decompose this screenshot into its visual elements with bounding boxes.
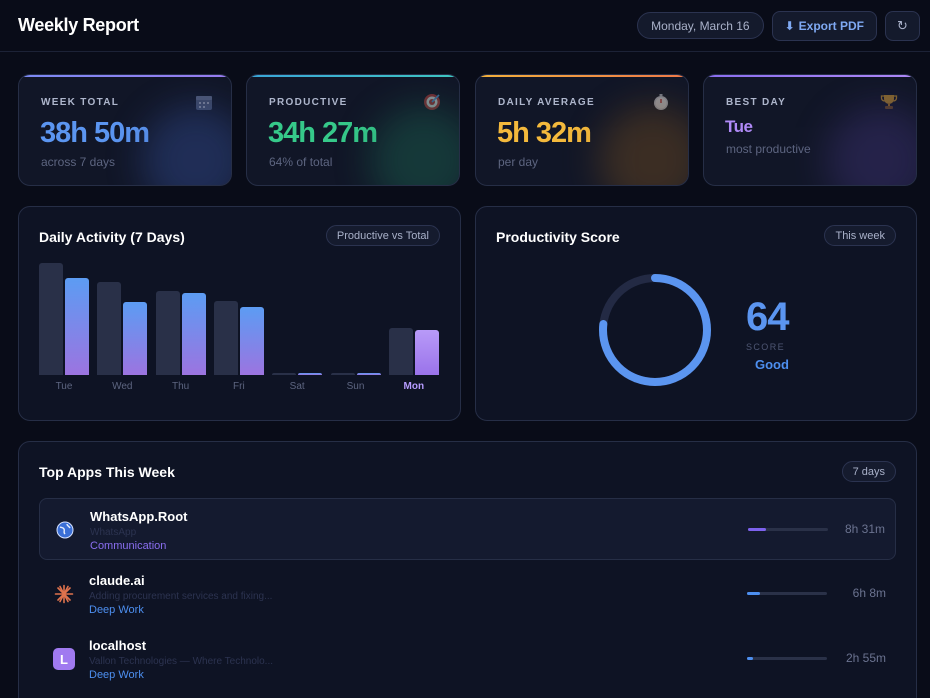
stat-card-week-total: WEEK TOTAL 38h 50m across 7 days — [18, 74, 232, 186]
export-pdf-button[interactable]: ⬇ Export PDF — [771, 10, 877, 41]
stat-card-best-day: BEST DAY Tue most productive — [703, 74, 917, 186]
app-usage-bar — [747, 592, 827, 595]
app-category: Deep Work — [89, 669, 144, 681]
stat-value: 34h 27m — [268, 117, 378, 149]
app-category: Deep Work — [89, 604, 144, 616]
trophy-icon — [880, 93, 898, 116]
stat-value: 38h 50m — [40, 117, 150, 149]
bar-productive-tue — [65, 277, 89, 375]
stat-sub: 64% of total — [269, 155, 333, 169]
app-name: WhatsApp.Root — [90, 509, 188, 524]
app-usage-fill — [747, 657, 753, 660]
bar-total-thu — [155, 291, 180, 375]
daily-activity-title: Daily Activity (7 Days) — [39, 229, 185, 245]
day-label-sun: Sun — [346, 381, 365, 392]
day-label-mon: Mon — [403, 381, 425, 392]
bar-total-tue — [39, 263, 63, 375]
score-ring-fill — [599, 274, 711, 386]
app-usage-fill — [747, 592, 760, 595]
stat-value: 5h 32m — [497, 117, 592, 149]
timer-icon — [652, 93, 670, 116]
app-name: localhost — [89, 638, 147, 653]
seven-days-pill: 7 days — [841, 461, 896, 482]
calendar-icon — [195, 93, 213, 116]
bar-total-mon — [388, 327, 413, 375]
productive-vs-total-pill: Productive vs Total — [325, 225, 440, 246]
target-icon — [423, 93, 441, 116]
refresh-icon: ↻ — [897, 17, 908, 33]
score-ring — [599, 274, 711, 386]
day-label-tue: Tue — [55, 381, 73, 392]
letter-l-icon: L — [53, 648, 75, 670]
app-desc: Vallon Technologies — Where Technolo... — [89, 656, 273, 667]
bar-productive-sun — [356, 373, 381, 375]
page-title: Weekly Report — [18, 15, 139, 35]
app-usage-fill — [748, 528, 766, 531]
day-label-thu: Thu — [171, 381, 190, 392]
app-desc: WhatsApp — [90, 527, 137, 538]
stat-label: DAILY AVERAGE — [498, 97, 595, 108]
stat-label: WEEK TOTAL — [41, 97, 120, 108]
top-apps-title: Top Apps This Week — [39, 464, 175, 480]
app-usage-bar — [747, 657, 827, 660]
claude-spark-icon — [53, 583, 75, 605]
bar-productive-wed — [123, 302, 148, 375]
score-rating: Good — [755, 357, 789, 372]
header-actions: Monday, March 16 ⬇ Export PDF ↻ — [637, 10, 920, 41]
stat-sub: most productive — [726, 142, 811, 156]
bar-total-fri — [213, 301, 238, 375]
bar-total-wed — [97, 282, 122, 375]
app-desc: Adding procurement services and fixing..… — [89, 591, 273, 602]
date-pill: Monday, March 16 — [637, 12, 764, 39]
stat-card-daily-average: DAILY AVERAGE 5h 32m per day — [475, 74, 689, 186]
bar-productive-thu — [181, 293, 206, 375]
app-category: Communication — [90, 540, 167, 552]
refresh-button[interactable]: ↻ — [885, 10, 920, 41]
stat-label: PRODUCTIVE — [269, 97, 348, 108]
bar-productive-fri — [239, 306, 264, 375]
day-label-sat: Sat — [289, 381, 305, 392]
app-usage-bar — [748, 528, 828, 531]
bar-productive-sat — [298, 373, 323, 375]
stat-card-productive: PRODUCTIVE 34h 27m 64% of total — [246, 74, 460, 186]
stat-value: Tue — [725, 117, 753, 136]
this-week-pill: This week — [824, 225, 896, 246]
app-time: 6h 8m — [852, 586, 886, 600]
app-row-whatsapp[interactable]: WhatsApp.Root WhatsApp Communication 8h … — [39, 498, 896, 560]
daily-activity-chart — [39, 259, 441, 375]
app-time: 8h 31m — [844, 522, 885, 536]
app-row-claude[interactable]: claude.ai Adding procurement services an… — [39, 563, 896, 625]
daily-activity-panel: Daily Activity (7 Days) Productive vs To… — [18, 206, 461, 421]
productivity-score-title: Productivity Score — [496, 229, 620, 245]
score-label: SCORE — [746, 342, 786, 352]
bar-productive-mon — [414, 330, 439, 375]
bar-total-sat — [272, 373, 297, 375]
globe-icon — [54, 519, 76, 541]
day-label-fri: Fri — [233, 381, 245, 392]
bar-total-sun — [330, 373, 355, 375]
stat-sub: per day — [498, 155, 539, 169]
export-pdf-label: Export PDF — [798, 18, 864, 33]
stat-label: BEST DAY — [726, 97, 787, 108]
app-time: 2h 55m — [845, 651, 886, 665]
app-name: claude.ai — [89, 573, 145, 588]
top-apps-panel: Top Apps This Week 7 days WhatsApp.Root … — [18, 441, 917, 698]
stat-sub: across 7 days — [41, 155, 116, 169]
productivity-score-panel: Productivity Score This week 64 SCORE Go… — [475, 206, 917, 421]
top-bar: Weekly Report Monday, March 16 ⬇ Export … — [0, 0, 930, 52]
app-row-localhost[interactable]: L localhost Vallon Technologies — Where … — [39, 628, 896, 690]
download-icon: ⬇ — [784, 18, 795, 33]
score-value: 64 — [746, 295, 789, 339]
day-label-wed: Wed — [112, 381, 133, 392]
